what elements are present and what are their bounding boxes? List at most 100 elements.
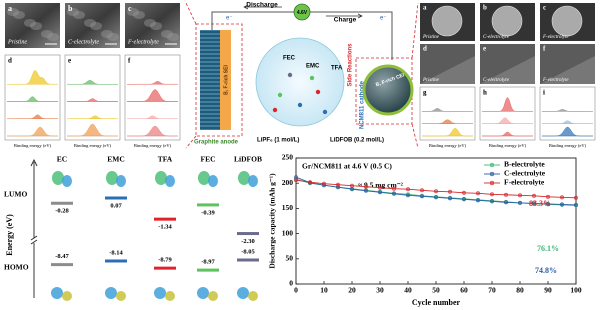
retention-label: 74.8% bbox=[535, 266, 557, 275]
particle bbox=[144, 19, 156, 27]
orbital bbox=[116, 291, 126, 301]
data-point bbox=[419, 188, 425, 193]
data-point bbox=[475, 191, 481, 196]
spectrum-peak bbox=[127, 125, 178, 137]
species-label: EMC bbox=[306, 64, 320, 70]
particle bbox=[551, 5, 583, 37]
x-tick-label: 30 bbox=[376, 286, 384, 295]
image-caption: Pristine bbox=[7, 39, 27, 45]
data-point bbox=[531, 201, 537, 206]
orbital bbox=[198, 171, 210, 185]
panel-label: b bbox=[483, 4, 487, 12]
particle bbox=[107, 33, 119, 41]
data-point bbox=[405, 193, 411, 198]
data-point bbox=[461, 190, 467, 195]
orbital bbox=[238, 171, 250, 185]
orbital bbox=[62, 291, 72, 301]
spectrum-peak bbox=[7, 126, 58, 137]
x-tick-label: 0 bbox=[294, 286, 298, 295]
spectrum-peak bbox=[66, 115, 119, 119]
side-reactions-label: Side Reactions bbox=[348, 43, 354, 87]
lattice bbox=[420, 56, 475, 84]
panel-label: e bbox=[483, 45, 486, 53]
data-point bbox=[545, 194, 551, 199]
x-tick-label: 90 bbox=[544, 286, 552, 295]
data-point bbox=[433, 195, 439, 200]
homo-value: -8.05 bbox=[241, 248, 255, 255]
species-label: LiDFOB (0.2 mol/L) bbox=[330, 138, 384, 144]
x-tick-label: 70 bbox=[488, 286, 496, 295]
electron-label: e⁻ bbox=[226, 16, 233, 22]
x-axis-label: Binding energy (eV) bbox=[489, 143, 527, 148]
legend-label: C-electrolyte bbox=[504, 169, 546, 178]
lumo-level bbox=[154, 217, 176, 221]
spectrum-frame bbox=[479, 86, 536, 141]
lumo-value: -0.28 bbox=[55, 208, 69, 215]
orbital bbox=[165, 291, 175, 301]
x-axis-label: Cycle number bbox=[412, 298, 461, 307]
battery bbox=[293, 3, 311, 21]
particle bbox=[90, 22, 102, 30]
graphite-anode bbox=[200, 30, 220, 130]
callout-line bbox=[185, 135, 197, 149]
molecule bbox=[277, 92, 283, 98]
panel-label: c bbox=[128, 4, 132, 13]
orbital bbox=[105, 287, 117, 299]
molecule bbox=[322, 109, 328, 115]
spectrum-peak bbox=[126, 115, 179, 119]
homo-level bbox=[197, 268, 219, 272]
sem-image bbox=[65, 3, 120, 48]
x-axis-label: Binding energy (eV) bbox=[14, 143, 52, 148]
orbital bbox=[208, 175, 218, 187]
callout-box bbox=[195, 23, 243, 137]
data-point bbox=[559, 195, 565, 200]
data-point bbox=[321, 181, 327, 186]
particle bbox=[127, 8, 139, 16]
lumo-value: 0.07 bbox=[110, 202, 122, 209]
data-point bbox=[349, 187, 355, 192]
molecule bbox=[272, 107, 278, 113]
panel-label: b bbox=[68, 4, 73, 13]
sei-layer bbox=[220, 30, 231, 130]
particle bbox=[150, 22, 162, 30]
homo-value: -8.14 bbox=[109, 249, 123, 256]
spectrum-frame bbox=[419, 86, 476, 141]
data-point bbox=[503, 192, 509, 197]
data-point bbox=[335, 182, 341, 187]
orbital bbox=[165, 175, 175, 187]
data-point bbox=[307, 180, 313, 185]
homo-label: HOMO bbox=[4, 263, 29, 272]
image-caption: C-electrolyte bbox=[483, 35, 510, 40]
arrow bbox=[243, 4, 282, 10]
x-tick-label: 80 bbox=[516, 286, 524, 295]
molecule-name: FEC bbox=[201, 155, 216, 164]
cathode-label: NCM811 cathode bbox=[360, 80, 366, 129]
panel-label: f bbox=[128, 57, 131, 65]
spectrum-peak bbox=[481, 117, 534, 124]
x-tick-label: 40 bbox=[404, 286, 412, 295]
molecule-name: EMC bbox=[107, 155, 125, 164]
homo-level bbox=[237, 258, 259, 262]
x-axis-label: Binding energy (eV) bbox=[74, 143, 112, 148]
discharge-label: Discharge bbox=[246, 2, 278, 9]
orbital bbox=[248, 175, 258, 187]
cathode-particle bbox=[362, 64, 414, 116]
data-point bbox=[293, 178, 299, 183]
x-tick-label: 20 bbox=[348, 286, 356, 295]
molecule-name: EC bbox=[57, 155, 67, 164]
legend-marker bbox=[489, 180, 495, 186]
panel-label: c bbox=[543, 4, 546, 12]
orbital bbox=[248, 291, 258, 301]
particle bbox=[161, 30, 173, 38]
homo-level bbox=[154, 266, 176, 270]
species-label: FEC bbox=[283, 56, 296, 62]
battery-voltage: 4.6V bbox=[297, 10, 308, 16]
data-point bbox=[517, 193, 523, 198]
legend-marker bbox=[489, 171, 495, 177]
data-point bbox=[573, 202, 579, 207]
lattice bbox=[540, 56, 595, 84]
panel-label: d bbox=[8, 57, 12, 65]
panel-label: h bbox=[483, 89, 487, 97]
panel-label: a bbox=[8, 4, 12, 13]
homo-level bbox=[51, 263, 73, 267]
